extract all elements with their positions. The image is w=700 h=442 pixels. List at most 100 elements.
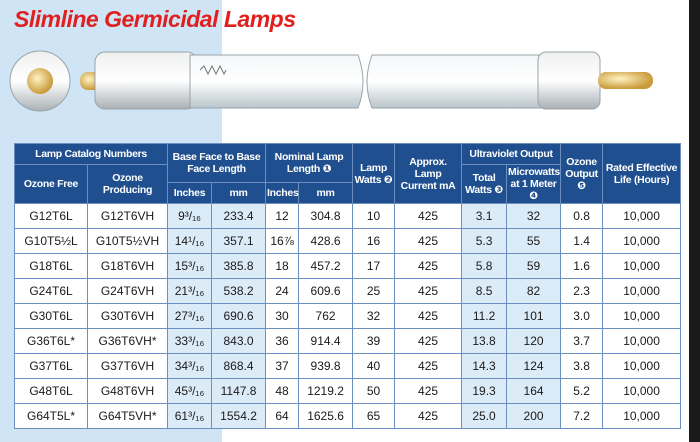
header-cell: Ozone Output ❺ <box>560 143 604 204</box>
table-cell: 39 <box>352 328 396 354</box>
table-row: G48T6L G48T6VH 45³/₁₆ 1147.8 48 1219.2 50 425 19… <box>14 378 682 404</box>
table-cell: 868.4 <box>211 353 267 379</box>
table-cell: 1.6 <box>560 253 604 279</box>
table-cell: 425 <box>394 353 463 379</box>
table-cell: 304.8 <box>298 203 354 229</box>
table-cell: 457.2 <box>298 253 354 279</box>
table-cell: 16 <box>352 228 396 254</box>
table-cell: 10,000 <box>602 228 682 254</box>
table-row: G37T6L G37T6VH 34³/₁₆ 868.4 37 939.8 40 425 14.3… <box>14 353 682 379</box>
table-row: G24T6L G24T6VH 21³/₁₆ 538.2 24 609.6 25 425 8.5 8… <box>14 278 682 304</box>
table-cell: 27³/₁₆ <box>167 303 213 329</box>
header-cell: mm <box>211 182 267 204</box>
table-cell: 120 <box>506 328 562 354</box>
header-cell: mm <box>298 182 354 204</box>
table-row: G10T5½L G10T5½VH 14¹/₁₆ 357.1 16⅞ 428.6 16 425 5… <box>14 228 682 254</box>
table-cell: G30T6VH <box>86 303 169 329</box>
table-cell: G48T6L <box>14 378 88 404</box>
header-cell: Microwatts at 1 Meter ❹ <box>506 164 562 204</box>
table-cell: 428.6 <box>298 228 354 254</box>
table-cell: 5.3 <box>461 228 508 254</box>
table-cell: 21³/₁₆ <box>167 278 213 304</box>
table-cell: 32 <box>352 303 396 329</box>
table-cell: G30T6L <box>14 303 88 329</box>
table-cell: 3.8 <box>560 353 604 379</box>
table-cell: 61³/₁₆ <box>167 403 213 429</box>
table-cell: 425 <box>394 403 463 429</box>
table-cell: 34³/₁₆ <box>167 353 213 379</box>
table-cell: 19.3 <box>461 378 508 404</box>
table-cell: G18T6VH <box>86 253 169 279</box>
table-cell: 124 <box>506 353 562 379</box>
table-cell: G18T6L <box>14 253 88 279</box>
table-cell: 14¹/₁₆ <box>167 228 213 254</box>
table-cell: 10,000 <box>602 303 682 329</box>
title: Slimline Germicidal Lamps <box>14 6 296 32</box>
header-cell: Ultraviolet Output <box>461 143 562 165</box>
table-cell: 10,000 <box>602 328 682 354</box>
table-cell: 9³/₁₆ <box>167 203 213 229</box>
table-cell: 16⅞ <box>265 228 300 254</box>
table-cell: G24T6VH <box>86 278 169 304</box>
table-cell: 36 <box>265 328 300 354</box>
table-cell: 25 <box>352 278 396 304</box>
header-cell: Lamp Watts ❷ <box>352 143 396 204</box>
table-cell: 0.8 <box>560 203 604 229</box>
table-cell: 30 <box>265 303 300 329</box>
table-cell: 5.2 <box>560 378 604 404</box>
table-cell: 50 <box>352 378 396 404</box>
table-cell: 12 <box>265 203 300 229</box>
header-cell: Ozone Producing <box>86 164 169 204</box>
header-cell: Ozone Free <box>14 164 88 204</box>
table-cell: G12T6L <box>14 203 88 229</box>
table-cell: 82 <box>506 278 562 304</box>
table-cell: 1219.2 <box>298 378 354 404</box>
table-cell: 538.2 <box>211 278 267 304</box>
table-cell: 200 <box>506 403 562 429</box>
header-cell: Lamp Catalog Numbers <box>13 143 169 165</box>
table-cell: G36T6L* <box>14 328 88 354</box>
table-cell: 3.7 <box>560 328 604 354</box>
table-cell: 59 <box>506 253 562 279</box>
table-row: G12T6L G12T6VH 9³/₁₆ 233.4 12 304.8 10 425 3.1 32… <box>14 203 682 229</box>
table-cell: 10,000 <box>602 403 682 429</box>
table-cell: G36T6VH* <box>86 328 169 354</box>
table-cell: 233.4 <box>211 203 267 229</box>
table-cell: 24 <box>265 278 300 304</box>
header-cell: Total Watts ❸ <box>461 164 508 204</box>
lamp-table: Lamp Catalog Numbers Base Face to Base F… <box>13 143 682 429</box>
table-cell: 10,000 <box>602 253 682 279</box>
table-cell: 48 <box>265 378 300 404</box>
base <box>537 51 601 110</box>
table-cell: 13.8 <box>461 328 508 354</box>
table-cell: 5.8 <box>461 253 508 279</box>
table-cell: 55 <box>506 228 562 254</box>
table-cell: 25.0 <box>461 403 508 429</box>
table-cell: G24T6L <box>14 278 88 304</box>
table-cell: 939.8 <box>298 353 354 379</box>
table-cell: 609.6 <box>298 278 354 304</box>
table-row: G36T6L* G36T6VH* 33³/₁₆ 843.0 36 914.4 39 425 13… <box>14 328 682 354</box>
table-cell: G10T5½L <box>14 228 88 254</box>
table-cell: G37T6L <box>14 353 88 379</box>
tube <box>189 54 364 109</box>
pin <box>598 72 653 89</box>
table-cell: 15³/₁₆ <box>167 253 213 279</box>
table-cell: G48T6VH <box>86 378 169 404</box>
table-cell: G64T5VH* <box>86 403 169 429</box>
table-cell: 385.8 <box>211 253 267 279</box>
table-cell: 65 <box>352 403 396 429</box>
pin <box>27 68 53 94</box>
header-cell: Rated Effective Life (Hours) <box>602 143 682 204</box>
table-cell: 3.0 <box>560 303 604 329</box>
table-cell: 1.4 <box>560 228 604 254</box>
table-cell: 10,000 <box>602 278 682 304</box>
table-cell: 33³/₁₆ <box>167 328 213 354</box>
table-cell: 843.0 <box>211 328 267 354</box>
table-cell: 425 <box>394 378 463 404</box>
table-cell: 14.3 <box>461 353 508 379</box>
table-cell: 425 <box>394 278 463 304</box>
table-cell: 425 <box>394 203 463 229</box>
table-cell: 10,000 <box>602 353 682 379</box>
table-cell: 18 <box>265 253 300 279</box>
